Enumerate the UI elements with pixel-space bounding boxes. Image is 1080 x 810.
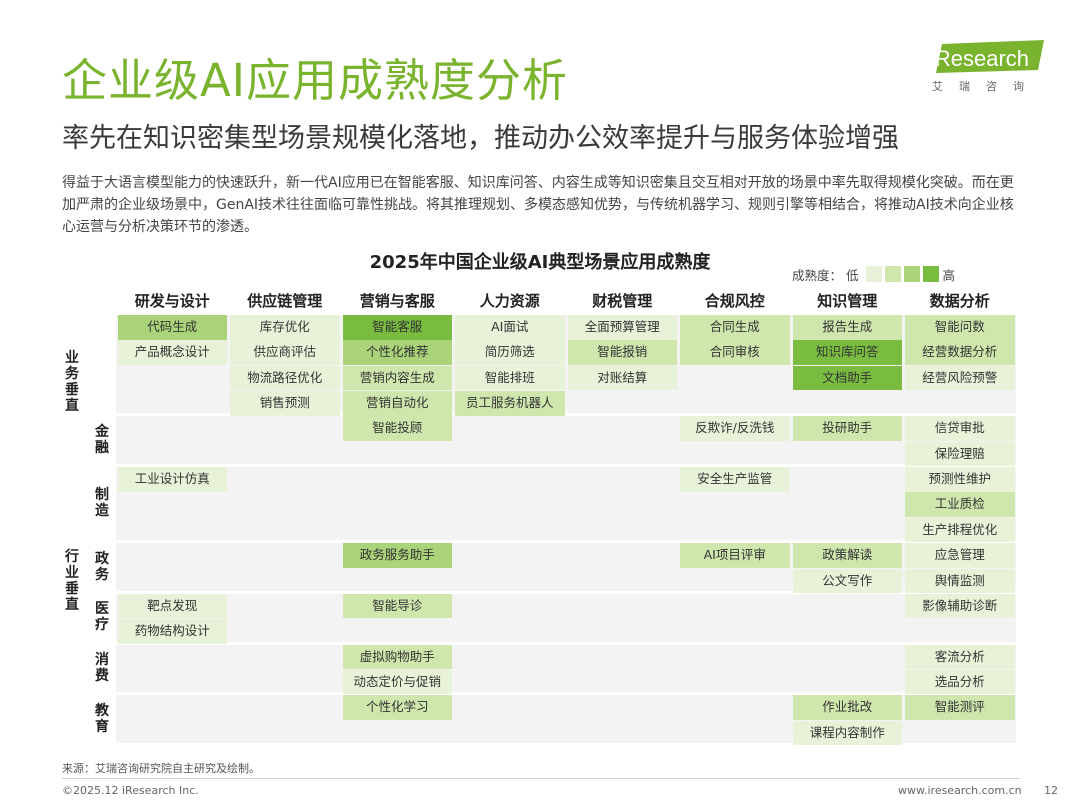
row-band-5 — [116, 593, 1016, 642]
scenario-cell: 智能投顾 — [342, 416, 452, 441]
page-title: 企业级AI应用成熟度分析 — [62, 54, 569, 107]
scenario-cell: 产品概念设计 — [117, 340, 227, 365]
scenario-cell: 智能测评 — [905, 695, 1015, 720]
scenario-cell: 库存优化 — [230, 315, 340, 340]
scenario-cell: 全面预算管理 — [567, 315, 677, 340]
scenario-cell: 经营数据分析 — [905, 340, 1015, 365]
scenario-cell: 智能问数 — [905, 315, 1015, 340]
column-header-5: 财税管理 — [592, 292, 653, 310]
scenario-cell: 作业批改 — [792, 695, 902, 720]
logo-brand-text: iResearch — [930, 46, 1029, 71]
column-header-7: 知识管理 — [817, 292, 878, 310]
legend-swatch-4 — [922, 266, 939, 282]
footer-divider — [62, 778, 1020, 779]
legend-title: 成熟度： — [792, 267, 843, 283]
legend-swatch-3 — [903, 266, 920, 282]
scenario-cell: 预测性维护 — [905, 467, 1015, 492]
scenario-cell: 个性化学习 — [342, 695, 452, 720]
scenario-cell: 物流路径优化 — [230, 365, 340, 391]
scenario-cell: 供应商评估 — [230, 340, 340, 365]
column-header-1: 研发与设计 — [134, 292, 210, 310]
scenario-cell: 政策解读 — [792, 543, 902, 568]
scenario-cell: 投研助手 — [792, 416, 902, 441]
scenario-cell: 安全生产监管 — [680, 467, 790, 492]
column-header-3: 营销与客服 — [359, 292, 435, 310]
industry-label-3: 政务 — [95, 550, 109, 583]
legend-low-label: 低 — [846, 267, 859, 283]
scenario-cell: 合同生成 — [680, 315, 790, 340]
scenario-cell: 应急管理 — [905, 543, 1015, 568]
legend-swatch-1 — [865, 266, 882, 282]
scenario-cell: 客流分析 — [905, 644, 1015, 670]
scenario-cell: 知识库问答 — [792, 340, 902, 365]
scenario-cell: 保险理赔 — [905, 441, 1015, 467]
column-header-4: 人力资源 — [479, 292, 540, 310]
legend: 成熟度： 低 高 — [792, 265, 959, 283]
column-headers: 研发与设计 供应链管理 营销与客服 人力资源 财税管理 合规风控 知识管理 数据分析 — [116, 288, 1016, 314]
column-header-2: 供应链管理 — [247, 292, 323, 310]
scenario-cell: 销售预测 — [230, 391, 340, 416]
chart-title: 2025年中国企业级AI典型场景应用成熟度 — [369, 252, 711, 273]
row-group-labels: 业务垂直行业垂直 金融制造政务医疗消费教育 — [0, 0, 116, 810]
page-subtitle: 率先在知识密集型场景规模化落地，推动办公效率提升与服务体验增强 — [62, 123, 899, 154]
scenario-cell: AI项目评审 — [680, 543, 790, 568]
scenario-cell: 生产排程优化 — [905, 517, 1015, 543]
scenario-cell: 报告生成 — [792, 315, 902, 340]
industry-label-6: 教育 — [95, 702, 109, 735]
website: www.iresearch.com.cn — [898, 784, 1022, 797]
scenario-cell: 课程内容制作 — [792, 720, 902, 746]
legend-high-label: 高 — [942, 267, 956, 283]
intro-paragraph: 得益于大语言模型能力的快速跃升，新一代AI应用已在智能客服、知识库问答、内容生成… — [62, 175, 1014, 235]
scenario-cell: 公文写作 — [792, 568, 902, 594]
scenario-cell: 智能报销 — [567, 340, 677, 365]
copyright: ©2025.12 iResearch Inc. — [62, 784, 199, 797]
scenario-cell: 代码生成 — [117, 315, 227, 340]
column-header-6: 合规风控 — [704, 292, 765, 310]
scenario-cell: 文档助手 — [792, 365, 902, 391]
legend-swatch-2 — [884, 266, 901, 282]
maturity-grid: 代码生成 产品概念设计 工业设计仿真 靶点发现 药物结构设计 库存优化 供应商评估 物流路径优… — [116, 315, 1016, 746]
scenario-cell: 简历筛选 — [455, 340, 565, 365]
scenario-cell: 选品分析 — [905, 669, 1015, 695]
scenario-cell: 信贷审批 — [905, 416, 1015, 441]
scenario-cell: 靶点发现 — [117, 593, 227, 619]
scenario-cell: 营销内容生成 — [342, 365, 452, 391]
logo-brand-mark: iResearch — [930, 40, 1044, 73]
scenario-cell: 动态定价与促销 — [342, 669, 452, 695]
scenario-cell: 影像辅助诊断 — [905, 593, 1015, 619]
scenario-cell: AI面试 — [455, 315, 565, 340]
scenario-cell: 舆情监测 — [905, 568, 1015, 594]
row-band-3 — [116, 467, 1016, 541]
row-band-6 — [116, 644, 1016, 693]
scenario-cell: 工业质检 — [905, 492, 1015, 518]
column-header-8: 数据分析 — [929, 292, 990, 310]
scenario-cell: 虚拟购物助手 — [342, 644, 452, 670]
scenario-cell: 工业设计仿真 — [117, 467, 227, 492]
scenario-cell: 药物结构设计 — [117, 619, 227, 644]
group-label-industry: 行业垂直 — [65, 549, 79, 614]
page-number: 12 — [1044, 784, 1058, 797]
scenario-cell: 反欺诈/反洗钱 — [680, 416, 790, 441]
scenario-cell: 智能客服 — [342, 315, 452, 340]
scenario-cell: 经营风险预警 — [905, 365, 1015, 391]
logo-subtitle: 艾瑞咨询 — [932, 80, 1040, 93]
scenario-cell: 个性化推荐 — [342, 340, 452, 365]
industry-label-2: 制造 — [95, 487, 109, 520]
scenario-cell: 营销自动化 — [342, 391, 452, 416]
scenario-cell: 政务服务助手 — [342, 543, 452, 568]
source-note: 来源：艾瑞咨询研究院自主研究及绘制。 — [62, 762, 260, 775]
scenario-cell: 智能导诊 — [342, 593, 452, 619]
industry-label-1: 金融 — [95, 423, 109, 456]
industry-label-4: 医疗 — [95, 601, 109, 634]
legend-swatches — [863, 266, 939, 282]
scenario-cell: 员工服务机器人 — [455, 391, 565, 416]
industry-label-5: 消费 — [95, 651, 109, 684]
scenario-cell: 合同审核 — [680, 340, 790, 365]
iresearch-logo: iResearch 艾瑞咨询 — [928, 34, 1048, 94]
group-label-business: 业务垂直 — [65, 349, 79, 414]
scenario-cell: 智能排班 — [455, 365, 565, 391]
scenario-cell: 对账结算 — [567, 365, 677, 391]
